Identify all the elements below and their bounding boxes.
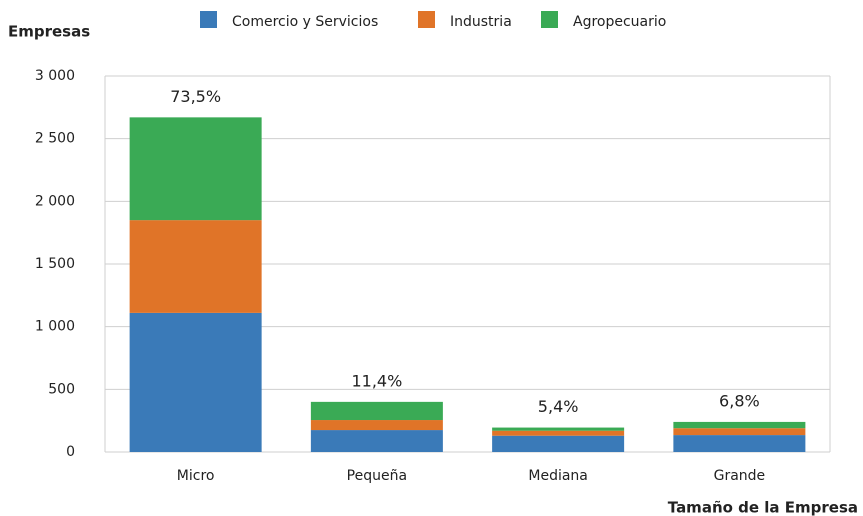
legend-label: Comercio y Servicios: [232, 14, 378, 30]
y-tick-label: 2 500: [35, 131, 75, 147]
x-tick-label: Micro: [177, 468, 215, 484]
legend-label: Industria: [450, 14, 512, 30]
legend-swatch: [200, 11, 217, 28]
bar-annotation: 11,4%: [351, 371, 402, 390]
bar-segment: [129, 312, 262, 452]
legend-swatch: [541, 11, 558, 28]
bar-segment: [310, 401, 443, 421]
bar-segment: [492, 427, 625, 431]
y-tick-label: 2 000: [35, 193, 75, 209]
bar-segment: [310, 420, 443, 431]
bar-annotation: 5,4%: [538, 397, 579, 416]
bar-annotation: 6,8%: [719, 391, 760, 410]
y-tick-label: 0: [66, 444, 75, 460]
bar-segment: [492, 430, 625, 436]
y-tick-label: 1 500: [35, 256, 75, 272]
x-tick-label: Pequeña: [347, 468, 407, 484]
legend-label: Agropecuario: [573, 14, 666, 30]
bar-segment: [673, 428, 806, 436]
x-tick-label: Grande: [714, 468, 766, 484]
y-tick-label: 1 000: [35, 319, 75, 335]
bar-segment: [129, 117, 262, 221]
bar-annotation: 73,5%: [170, 87, 221, 106]
x-axis-label: Tamaño de la Empresa: [668, 499, 858, 516]
legend-swatch: [418, 11, 435, 28]
bar-segment: [673, 435, 806, 452]
x-tick-label: Mediana: [528, 468, 588, 484]
y-tick-label: 3 000: [35, 68, 75, 84]
bar-segment: [310, 430, 443, 452]
y-tick-label: 500: [48, 381, 75, 397]
bar-segment: [673, 421, 806, 429]
bar-segment: [492, 435, 625, 452]
y-axis-label: Empresas: [8, 23, 90, 41]
bar-segment: [129, 220, 262, 313]
